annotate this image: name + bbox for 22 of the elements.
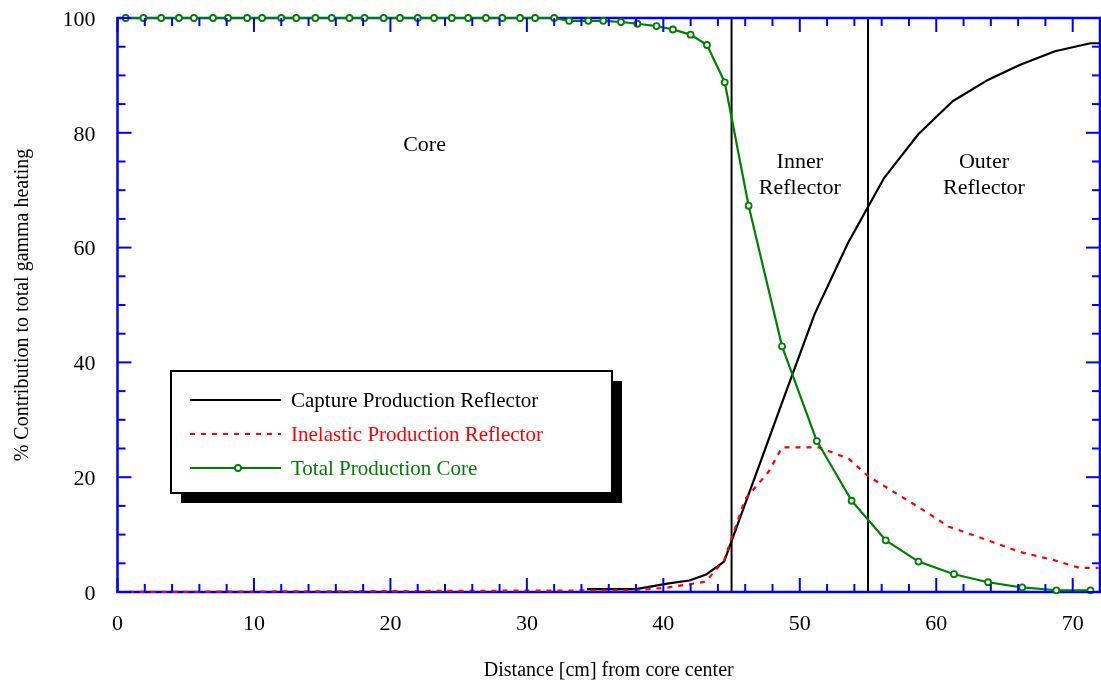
y-axis-title: % Contribution to total gamma heating: [10, 148, 33, 462]
y-tick-label: 100: [62, 5, 96, 31]
x-tick-label: 60: [925, 610, 948, 635]
legend-label: Capture Production Reflector: [291, 388, 539, 413]
y-tick-label: 40: [73, 350, 96, 376]
y-tick-label: 20: [73, 464, 96, 490]
x-axis-title: Distance [cm] from core center: [483, 658, 735, 680]
y-tick-label: 80: [73, 120, 96, 146]
y-tick-label: 60: [73, 235, 96, 261]
x-tick-label: 50: [788, 610, 811, 635]
x-tick-label: 20: [379, 610, 402, 635]
x-tick-label: 30: [515, 610, 538, 635]
x-tick-label: 70: [1061, 610, 1084, 635]
x-tick-label: 0: [112, 610, 123, 635]
annotation: Outer Reflector: [943, 147, 1026, 199]
annotation: Core: [403, 130, 446, 156]
annotation: Inner Reflector: [758, 147, 842, 199]
x-tick-label: 40: [652, 610, 675, 635]
legend-label: Total Production Core: [291, 456, 478, 481]
y-tick-label: 0: [84, 579, 96, 605]
legend-label: Inelastic Production Reflector: [291, 422, 543, 447]
x-tick-label: 10: [242, 610, 265, 635]
